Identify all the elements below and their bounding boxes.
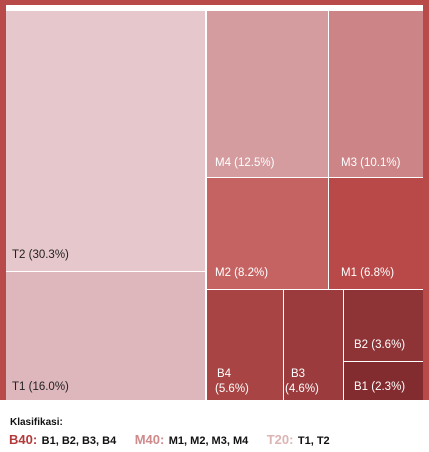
treemap-cell-m2 bbox=[207, 178, 328, 289]
treemap-label-b1: B1 (2.3%) bbox=[354, 381, 405, 393]
treemap-label-b4: B4 (5.6%) bbox=[215, 368, 249, 395]
treemap-cell-m4 bbox=[207, 11, 328, 177]
treemap-label-t2: T2 (30.3%) bbox=[12, 249, 69, 261]
treemap-label-b2: B2 (3.6%) bbox=[354, 339, 405, 351]
treemap-label-m2: M2 (8.2%) bbox=[215, 267, 268, 279]
treemap-label-b3: B3 (4.6%) bbox=[285, 368, 319, 395]
treemap-label-m4: M4 (12.5%) bbox=[215, 157, 275, 169]
treemap-cell-t2 bbox=[6, 11, 205, 271]
legend-row: B40: B1, B2, B3, B4 M40: M1, M2, M3, M4 … bbox=[9, 431, 344, 449]
legend-group-t20: T20: T1, T2 bbox=[267, 431, 344, 448]
legend-members-m40: M1, M2, M3, M4 bbox=[168, 435, 249, 447]
legend-key-m40: M40: bbox=[134, 432, 165, 447]
legend-title: Klasifikasi: bbox=[10, 417, 63, 428]
treemap-cell-m3 bbox=[329, 11, 423, 177]
legend-key-t20: T20: bbox=[266, 432, 294, 447]
treemap-label-t1: T1 (16.0%) bbox=[12, 381, 69, 393]
treemap-cell-b1 bbox=[344, 362, 423, 400]
treemap-chart: T2 (30.3%) T1 (16.0%) M4 (12.5%) M3 (10.1%)… bbox=[6, 11, 423, 400]
treemap-cell-b3 bbox=[284, 290, 343, 400]
top-border bbox=[0, 0, 429, 5]
legend-members-t20: T1, T2 bbox=[297, 435, 330, 447]
treemap-cell-t1 bbox=[6, 272, 205, 400]
right-border bbox=[423, 0, 429, 400]
left-border bbox=[0, 0, 6, 400]
treemap-label-m3: M3 (10.1%) bbox=[341, 157, 401, 169]
treemap-cell-b4 bbox=[207, 290, 283, 400]
treemap-cell-m1 bbox=[329, 178, 423, 289]
legend-members-b40: B1, B2, B3, B4 bbox=[41, 435, 117, 447]
treemap-cell-b2 bbox=[344, 290, 423, 361]
legend-group-b40: B40: B1, B2, B3, B4 bbox=[9, 431, 135, 448]
treemap-label-m1: M1 (6.8%) bbox=[341, 267, 394, 279]
legend-group-m40: M40: M1, M2, M3, M4 bbox=[135, 431, 267, 448]
legend: Klasifikasi: B40: B1, B2, B3, B4 M40: M1… bbox=[0, 400, 429, 452]
legend-key-b40: B40: bbox=[9, 432, 38, 447]
